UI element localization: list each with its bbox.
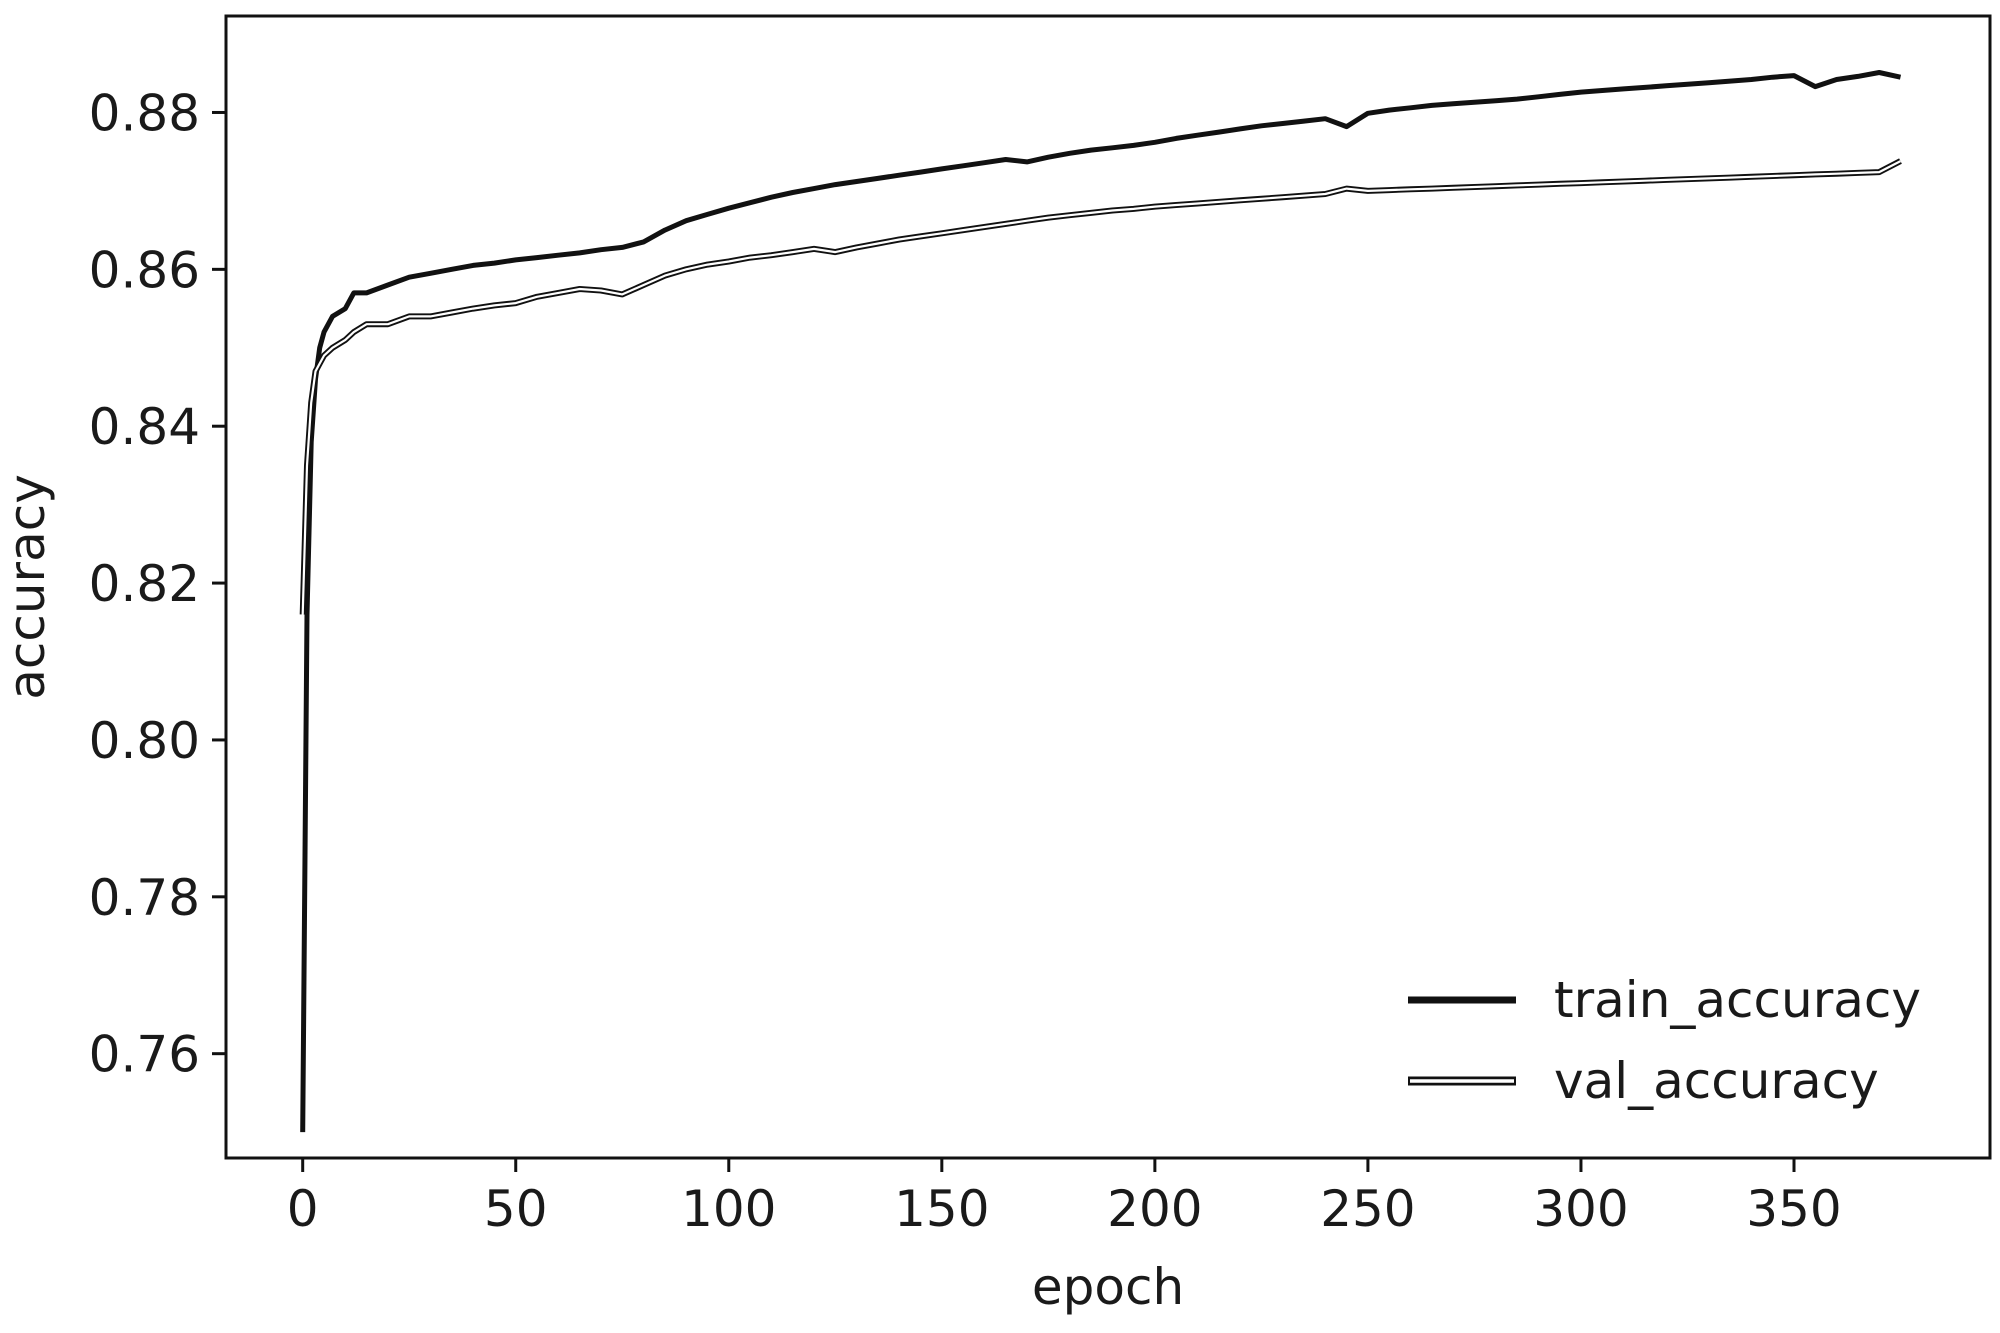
- train-accuracy-line: [300, 70, 1902, 1133]
- x-tick-label: 200: [1107, 1180, 1202, 1238]
- y-axis-label: accuracy: [0, 474, 56, 700]
- y-tick-label: 0.86: [89, 241, 200, 299]
- x-tick-label: 250: [1320, 1180, 1415, 1238]
- x-tick-label: 350: [1746, 1180, 1841, 1238]
- legend-label-train-accuracy: train_accuracy: [1554, 971, 1921, 1029]
- x-axis: 0 50 100 150 200 250 300 350: [287, 1158, 1842, 1238]
- x-tick-label: 100: [681, 1180, 776, 1238]
- val-accuracy-line: [299, 158, 1902, 615]
- y-tick-label: 0.84: [89, 398, 200, 456]
- legend-label-val-accuracy: val_accuracy: [1554, 1052, 1879, 1110]
- x-tick-label: 300: [1533, 1180, 1628, 1238]
- y-axis: 0.76 0.78 0.80 0.82 0.84 0.86 0.88: [89, 84, 226, 1084]
- y-tick-label: 0.78: [89, 869, 200, 927]
- x-tick-label: 50: [484, 1180, 548, 1238]
- x-axis-label: epoch: [1032, 1258, 1184, 1316]
- legend: train_accuracy val_accuracy: [1408, 971, 1921, 1110]
- x-tick-label: 0: [287, 1180, 319, 1238]
- y-tick-label: 0.76: [89, 1026, 200, 1084]
- plot-frame: [224, 14, 1992, 1160]
- y-tick-label: 0.80: [89, 712, 200, 770]
- x-tick-label: 150: [894, 1180, 989, 1238]
- series-layer: [299, 70, 1902, 1133]
- y-tick-label: 0.88: [89, 84, 200, 142]
- val-accuracy-line-inner: [301, 160, 1902, 615]
- y-tick-label: 0.82: [89, 555, 200, 613]
